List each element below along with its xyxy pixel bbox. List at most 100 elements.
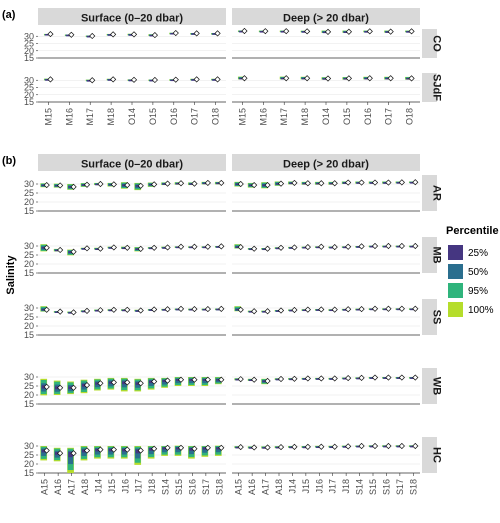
x-tick-label: J18 — [341, 479, 351, 494]
y-tick-label: 25 — [24, 450, 34, 460]
percentile-box — [396, 445, 402, 448]
median-marker — [151, 378, 158, 385]
percentile-box — [122, 448, 127, 452]
percentile-box — [329, 246, 334, 249]
percentile-box — [122, 309, 127, 312]
median-marker — [385, 179, 392, 186]
percentile-box — [148, 448, 154, 451]
median-marker — [345, 306, 352, 313]
percentile-box — [396, 182, 402, 184]
median-marker — [291, 306, 298, 314]
median-marker — [387, 28, 394, 35]
x-tick-label: M17 — [85, 108, 95, 126]
percentile-box — [275, 446, 281, 449]
percentile-box — [342, 446, 348, 448]
median-marker — [304, 180, 311, 187]
x-tick-label: O16 — [169, 108, 179, 125]
median-marker — [97, 446, 104, 453]
percentile-box — [108, 247, 114, 249]
x-tick-label: J15 — [301, 479, 311, 494]
y-tick-label: 20 — [24, 259, 34, 269]
median-marker — [97, 380, 104, 387]
percentile-box — [135, 310, 140, 312]
y-tick-label: 20 — [24, 390, 34, 400]
x-tick-label: M15 — [237, 108, 247, 126]
legend-label: 50% — [468, 267, 488, 278]
percentile-box — [189, 379, 194, 381]
percentile-box — [248, 248, 254, 251]
median-marker — [43, 181, 50, 189]
percentile-box — [191, 79, 196, 81]
legend-label: 25% — [468, 248, 488, 259]
x-tick-label: J16 — [120, 479, 130, 494]
percentile-box — [302, 446, 308, 449]
percentile-box — [262, 248, 267, 251]
y-tick-label: 25 — [24, 83, 34, 93]
median-marker — [304, 75, 311, 82]
x-tick-label: O14 — [127, 108, 137, 125]
percentile-box — [202, 379, 208, 381]
percentile-box — [316, 378, 321, 380]
percentile-box — [342, 182, 348, 184]
median-marker — [318, 375, 325, 382]
percentile-box — [342, 309, 348, 311]
median-marker — [57, 246, 64, 254]
facet-strip-label: Deep (> 20 dbar) — [283, 159, 369, 171]
median-marker — [124, 446, 131, 453]
percentile-box — [170, 79, 176, 82]
median-marker — [283, 75, 290, 82]
percentile-box — [235, 183, 240, 186]
facet-strip — [38, 8, 226, 25]
median-marker — [251, 308, 258, 315]
median-marker — [318, 180, 325, 187]
median-marker — [304, 306, 311, 313]
median-marker — [304, 243, 311, 251]
x-tick-label: O15 — [148, 108, 158, 125]
percentile-box — [343, 78, 349, 80]
percentile-box — [301, 31, 307, 33]
percentile-box — [239, 77, 244, 80]
row-strip — [422, 368, 437, 404]
percentile-box — [135, 448, 141, 459]
y-tick-label: 30 — [24, 372, 34, 382]
percentile-box — [81, 310, 87, 313]
median-marker — [137, 447, 144, 454]
percentile-box — [369, 182, 375, 184]
y-tick-label: 25 — [24, 39, 34, 49]
median-marker — [70, 309, 77, 316]
median-marker — [83, 181, 91, 188]
percentile-box — [135, 185, 140, 187]
median-marker — [262, 28, 269, 35]
median-marker — [124, 244, 131, 251]
median-marker — [151, 244, 158, 251]
percentile-box — [289, 182, 294, 185]
percentile-box — [66, 34, 71, 37]
percentile-box — [175, 308, 181, 311]
x-tick-label: J16 — [314, 479, 324, 494]
facet-strip-label: Surface (0–20 dbar) — [81, 159, 183, 171]
percentile-box — [108, 381, 114, 384]
percentile-box — [189, 183, 194, 185]
percentile-box — [68, 186, 73, 188]
percentile-box — [383, 377, 388, 379]
y-tick-label: 20 — [24, 46, 34, 56]
median-marker — [70, 450, 77, 457]
median-marker — [193, 30, 200, 37]
median-marker — [172, 29, 179, 37]
percentile-box — [383, 182, 388, 184]
percentile-box — [95, 183, 100, 186]
y-tick-label: 30 — [24, 303, 34, 313]
median-marker — [358, 442, 365, 450]
median-marker — [358, 179, 365, 186]
percentile-box — [342, 377, 348, 380]
legend-swatch — [448, 283, 463, 298]
median-marker — [214, 30, 221, 37]
percentile-box — [396, 245, 402, 248]
median-marker — [70, 384, 77, 391]
percentile-box — [41, 184, 46, 187]
percentile-box — [248, 447, 254, 449]
percentile-box — [275, 378, 281, 381]
median-marker — [177, 243, 185, 250]
percentile-box — [262, 380, 267, 383]
percentile-box — [383, 308, 388, 311]
